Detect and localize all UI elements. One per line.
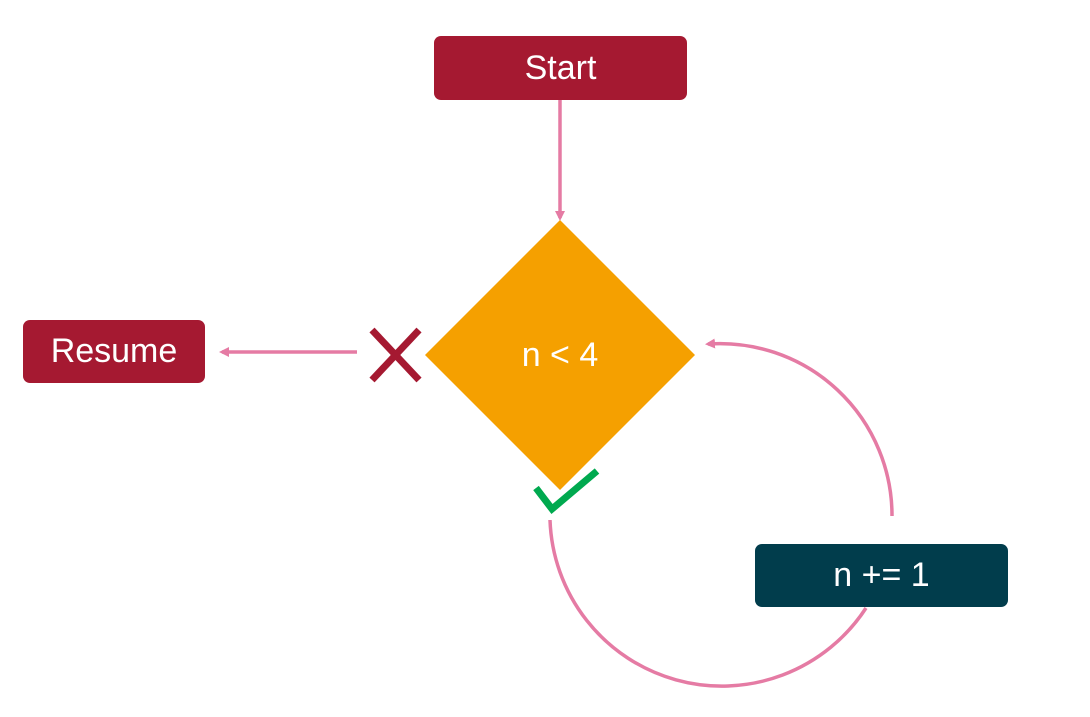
resume-label: Resume [50,332,178,370]
edge-increment-to-decision [705,338,894,517]
decision-diamond [425,220,695,490]
increment-node: n += 1 [755,544,1008,607]
increment-label: n += 1 [833,556,930,594]
x-mark-icon [369,327,422,383]
start-node: Start [434,36,687,100]
check-mark-icon [533,468,600,515]
start-label: Start [524,48,597,87]
edge-loop-true-branch [548,519,868,688]
decision-label: n < 4 [521,335,599,374]
resume-node: Resume [23,320,205,383]
